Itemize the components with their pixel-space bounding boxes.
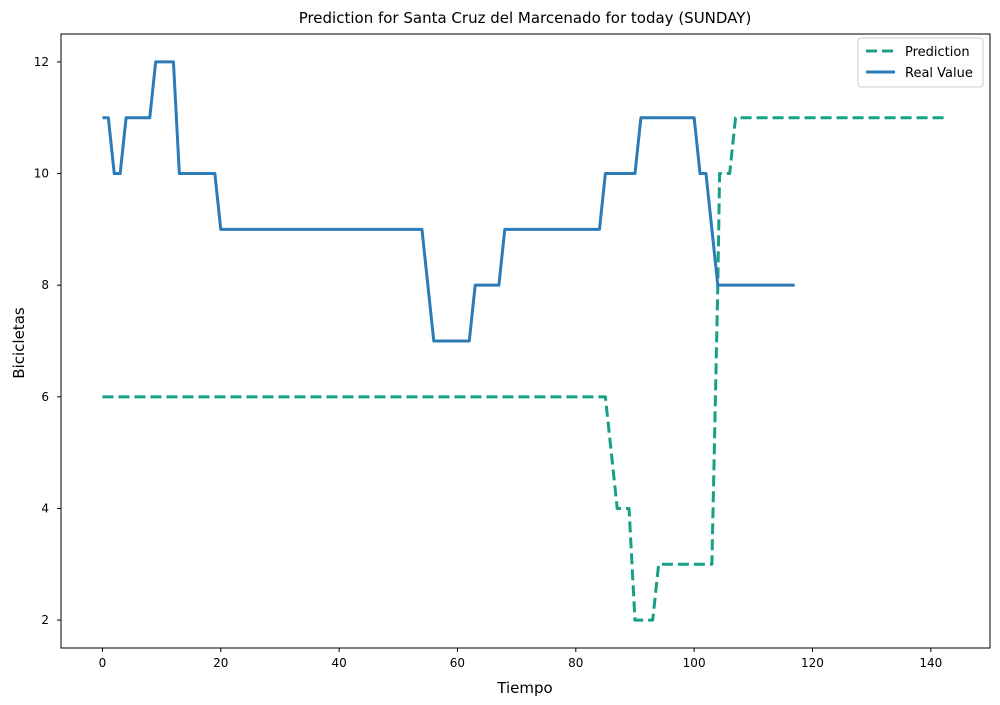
x-tick-label: 40 [331, 656, 346, 670]
y-tick-label: 10 [34, 167, 49, 181]
x-tick-label: 0 [99, 656, 107, 670]
series-line-real-value [102, 60, 795, 343]
plot-frame [60, 33, 991, 649]
x-tick-label: 100 [683, 656, 706, 670]
y-tick-label: 12 [34, 55, 49, 69]
y-tick-label: 6 [41, 390, 49, 404]
x-tick-label: 20 [213, 656, 228, 670]
legend: Prediction Real Value [857, 37, 984, 88]
legend-label: Prediction [905, 45, 970, 60]
y-tick-label: 4 [41, 501, 49, 515]
x-tick-label: 80 [568, 656, 583, 670]
series-layer [102, 60, 949, 622]
chart-title: Prediction for Santa Cruz del Marcenado … [299, 9, 752, 27]
x-tick-label: 120 [801, 656, 824, 670]
plot-area [60, 33, 991, 649]
series-line-prediction [102, 116, 949, 622]
x-axis: 0 20 40 60 80 100 120 140 [99, 648, 942, 670]
y-axis: 2 4 6 8 10 12 [34, 55, 61, 627]
x-tick-label: 140 [919, 656, 942, 670]
x-tick-label: 60 [450, 656, 465, 670]
y-tick-label: 2 [41, 613, 49, 627]
legend-label: Real Value [905, 66, 973, 81]
y-tick-label: 8 [41, 278, 49, 292]
x-axis-label: Tiempo [496, 679, 552, 697]
y-axis-label: Bicicletas [10, 307, 28, 379]
